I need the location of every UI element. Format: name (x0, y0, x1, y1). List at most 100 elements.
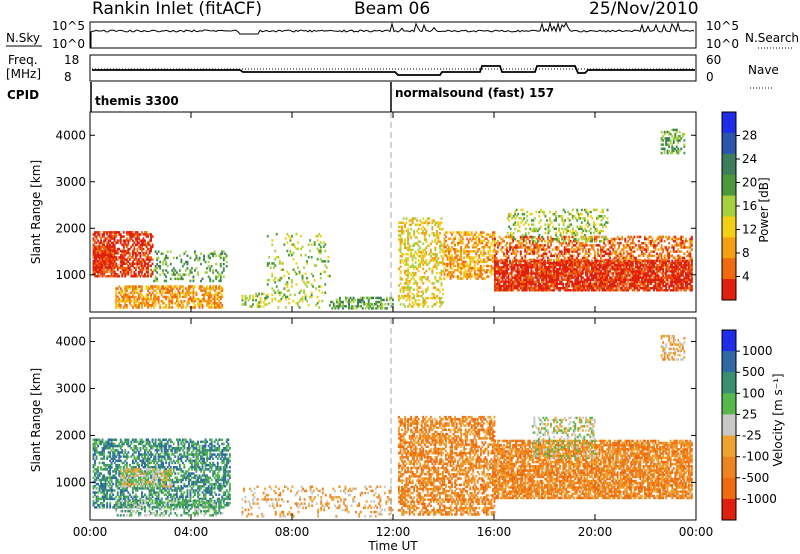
heatmap-cell (513, 278, 516, 281)
nsearch-label: N.Search (745, 31, 799, 45)
heatmap-cell (445, 254, 447, 257)
heatmap-cell (422, 217, 425, 220)
heatmap-cell (489, 254, 491, 257)
heatmap-cell (277, 279, 280, 282)
heatmap-cell (142, 258, 145, 261)
heatmap-cell (525, 272, 528, 275)
heatmap-cell (584, 256, 587, 260)
heatmap-cell (127, 295, 130, 299)
heatmap-cell (581, 270, 584, 273)
heatmap-cell (592, 244, 595, 247)
heatmap-cell (113, 243, 116, 247)
heatmap-cell (275, 285, 278, 288)
heatmap-cell (151, 262, 154, 265)
heatmap-cell (524, 256, 527, 260)
heatmap-cell (625, 250, 628, 253)
heatmap-cell (265, 296, 268, 300)
heatmap-cell (473, 264, 476, 268)
heatmap-cell (663, 246, 666, 249)
heatmap-cell (399, 229, 402, 233)
heatmap-cell (624, 246, 627, 249)
heatmap-cell (136, 258, 139, 261)
heatmap-cell (501, 272, 504, 275)
heatmap-cell (286, 285, 289, 288)
heatmap-cell (609, 268, 611, 271)
heatmap-cell (414, 250, 417, 254)
heatmap-cell (364, 307, 367, 310)
heatmap-cell (542, 270, 545, 273)
heatmap-cell (690, 242, 693, 245)
heatmap-cell (521, 258, 524, 262)
heatmap-cell (215, 277, 218, 281)
heatmap-cell (563, 276, 566, 279)
heatmap-cell (504, 286, 507, 290)
heatmap-cell (300, 253, 302, 257)
heatmap-cell (439, 227, 441, 231)
heatmap-cell (156, 252, 159, 255)
heatmap-cell (563, 252, 566, 255)
heatmap-cell (530, 258, 533, 262)
heatmap-cell (110, 245, 113, 248)
heatmap-cell (145, 268, 148, 272)
heatmap-cell (160, 291, 163, 294)
heatmap-cell (665, 266, 668, 269)
heatmap-cell (458, 241, 461, 245)
heatmap-cell (399, 259, 402, 262)
heatmap-cell (472, 243, 475, 247)
heatmap-cell (479, 231, 482, 234)
heatmap-cell (289, 251, 292, 255)
heatmap-cell (324, 243, 327, 246)
heatmap-cell (419, 286, 422, 289)
heatmap-cell (659, 252, 661, 255)
heatmap-cell (568, 250, 571, 253)
heatmap-cell (127, 241, 130, 244)
heatmap-cell (644, 258, 646, 262)
heatmap-cell (606, 268, 608, 271)
heatmap-cell (437, 223, 440, 227)
heatmap-cell (367, 307, 370, 310)
heatmap-cell (118, 306, 121, 309)
heatmap-cell (644, 266, 646, 269)
heatmap-cell (601, 272, 604, 275)
heatmap-cell (291, 253, 293, 257)
heatmap-cell (116, 268, 119, 272)
heatmap-cell (213, 306, 216, 309)
heatmap-cell (560, 278, 563, 281)
heatmap-cell (584, 268, 587, 271)
heatmap-cell (542, 268, 545, 271)
heatmap-cell (595, 266, 598, 269)
heatmap-cell (636, 258, 639, 262)
heatmap-cell (512, 266, 515, 269)
heatmap-cell (586, 270, 589, 273)
heatmap-cell (181, 291, 184, 294)
heatmap-cell (95, 257, 98, 261)
heatmap-cell (134, 304, 137, 307)
heatmap-cell (559, 280, 561, 284)
heatmap-cell (103, 268, 105, 271)
heatmap-cell (545, 252, 548, 255)
heatmap-cell (437, 225, 440, 229)
heatmap-cell (509, 282, 511, 286)
heatmap-cell (339, 300, 341, 304)
heatmap-cell (147, 268, 149, 272)
heatmap-cell (587, 284, 590, 288)
heatmap-cell (648, 239, 651, 243)
heatmap-cell (489, 246, 491, 249)
heatmap-cell (533, 250, 536, 253)
heatmap-cell (107, 249, 110, 253)
heatmap-cell (562, 270, 565, 273)
heatmap-cell (194, 299, 196, 303)
heatmap-cell (662, 266, 665, 269)
heatmap-cell (160, 293, 163, 297)
heatmap-cell (136, 233, 139, 236)
heatmap-cell (521, 270, 524, 273)
heatmap-cell (607, 263, 610, 267)
heatmap-cell (522, 274, 525, 277)
heatmap-cell (168, 302, 171, 305)
heatmap-cell (446, 273, 449, 276)
heatmap-cell (478, 248, 481, 251)
heatmap-cell (413, 273, 416, 277)
heatmap-cell (654, 261, 657, 265)
heatmap-cell (680, 237, 683, 241)
heatmap-cell (131, 256, 134, 259)
